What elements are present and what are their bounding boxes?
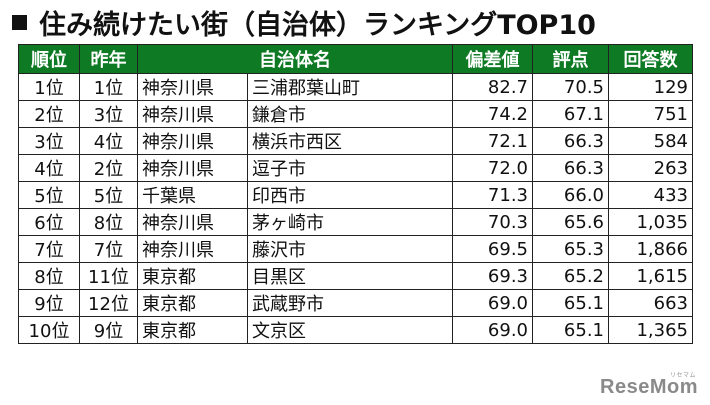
cell-rank: 5位: [18, 181, 80, 209]
cell-prefecture: 神奈川県: [137, 154, 248, 182]
cell-responses: 1,866: [608, 235, 693, 263]
cell-prefecture: 神奈川県: [137, 100, 248, 128]
cell-score: 66.0: [532, 181, 609, 209]
cell-prefecture: 神奈川県: [137, 127, 248, 155]
table-row: 8位 11位 東京都 目黒区 69.3 65.2 1,615: [18, 262, 693, 290]
table-row: 3位 4位 神奈川県 横浜市西区 72.1 66.3 584: [18, 127, 693, 155]
table-row: 2位 3位 神奈川県 鎌倉市 74.2 67.1 751: [18, 100, 693, 128]
cell-rank: 7位: [18, 235, 80, 263]
table-row: 6位 8位 神奈川県 茅ヶ崎市 70.3 65.6 1,035: [18, 208, 693, 236]
cell-rank: 10位: [18, 316, 80, 344]
cell-city: 藤沢市: [247, 235, 453, 263]
cell-score: 65.1: [532, 316, 609, 344]
cell-responses: 584: [608, 127, 693, 155]
cell-city: 文京区: [247, 316, 453, 344]
cell-city: 印西市: [247, 181, 453, 209]
cell-prev: 1位: [79, 73, 138, 101]
cell-responses: 1,035: [608, 208, 693, 236]
ranking-table: 順位 昨年 自治体名 偏差値 評点 回答数 1位 1位 神奈川県 三浦郡葉山町 82.7…: [18, 44, 693, 344]
cell-score: 65.2: [532, 262, 609, 290]
logo-text: ReseMom: [600, 376, 698, 398]
header-rank: 順位: [18, 44, 80, 74]
cell-city: 鎌倉市: [247, 100, 453, 128]
cell-score: 65.6: [532, 208, 609, 236]
cell-prefecture: 東京都: [137, 289, 248, 317]
cell-prev: 3位: [79, 100, 138, 128]
cell-deviation: 70.3: [452, 208, 533, 236]
cell-score: 65.3: [532, 235, 609, 263]
cell-rank: 6位: [18, 208, 80, 236]
cell-score: 70.5: [532, 73, 609, 101]
square-bullet-icon: [12, 14, 27, 30]
header-deviation: 偏差値: [452, 44, 533, 74]
header-municipality: 自治体名: [137, 44, 453, 74]
cell-responses: 1,615: [608, 262, 693, 290]
cell-city: 横浜市西区: [247, 127, 453, 155]
page-title: 住み続けたい街（自治体）ランキングTOP10: [12, 4, 596, 41]
cell-score: 66.3: [532, 154, 609, 182]
cell-prefecture: 神奈川県: [137, 73, 248, 101]
table-row: 1位 1位 神奈川県 三浦郡葉山町 82.7 70.5 129: [18, 73, 693, 101]
cell-prefecture: 東京都: [137, 316, 248, 344]
cell-responses: 1,365: [608, 316, 693, 344]
cell-city: 三浦郡葉山町: [247, 73, 453, 101]
cell-prefecture: 東京都: [137, 262, 248, 290]
cell-responses: 663: [608, 289, 693, 317]
table-header-row: 順位 昨年 自治体名 偏差値 評点 回答数: [18, 44, 693, 74]
cell-rank: 8位: [18, 262, 80, 290]
cell-rank: 1位: [18, 73, 80, 101]
cell-rank: 3位: [18, 127, 80, 155]
cell-responses: 263: [608, 154, 693, 182]
cell-deviation: 69.0: [452, 316, 533, 344]
cell-deviation: 82.7: [452, 73, 533, 101]
cell-prev: 11位: [79, 262, 138, 290]
cell-rank: 9位: [18, 289, 80, 317]
cell-score: 67.1: [532, 100, 609, 128]
cell-prefecture: 千葉県: [137, 181, 248, 209]
cell-deviation: 72.0: [452, 154, 533, 182]
cell-rank: 2位: [18, 100, 80, 128]
table-row: 10位 9位 東京都 文京区 69.0 65.1 1,365: [18, 316, 693, 344]
header-prev: 昨年: [79, 44, 138, 74]
header-score: 評点: [532, 44, 609, 74]
cell-score: 66.3: [532, 127, 609, 155]
cell-deviation: 74.2: [452, 100, 533, 128]
cell-prefecture: 神奈川県: [137, 208, 248, 236]
cell-prev: 9位: [79, 316, 138, 344]
cell-score: 65.1: [532, 289, 609, 317]
cell-rank: 4位: [18, 154, 80, 182]
cell-prev: 2位: [79, 154, 138, 182]
cell-deviation: 71.3: [452, 181, 533, 209]
cell-responses: 433: [608, 181, 693, 209]
cell-city: 武蔵野市: [247, 289, 453, 317]
cell-city: 目黒区: [247, 262, 453, 290]
table-row: 7位 7位 神奈川県 藤沢市 69.5 65.3 1,866: [18, 235, 693, 263]
cell-prev: 5位: [79, 181, 138, 209]
cell-deviation: 72.1: [452, 127, 533, 155]
cell-prev: 4位: [79, 127, 138, 155]
logo-subtext: リセマム: [669, 373, 696, 379]
cell-city: 逗子市: [247, 154, 453, 182]
header-responses: 回答数: [608, 44, 693, 74]
table-row: 5位 5位 千葉県 印西市 71.3 66.0 433: [18, 181, 693, 209]
cell-deviation: 69.0: [452, 289, 533, 317]
cell-responses: 751: [608, 100, 693, 128]
cell-prefecture: 神奈川県: [137, 235, 248, 263]
cell-city: 茅ヶ崎市: [247, 208, 453, 236]
page-title-text: 住み続けたい街（自治体）ランキングTOP10: [39, 9, 596, 41]
cell-deviation: 69.3: [452, 262, 533, 290]
table-row: 9位 12位 東京都 武蔵野市 69.0 65.1 663: [18, 289, 693, 317]
table-row: 4位 2位 神奈川県 逗子市 72.0 66.3 263: [18, 154, 693, 182]
cell-prev: 7位: [79, 235, 138, 263]
cell-prev: 12位: [79, 289, 138, 317]
resemom-logo: ReseMom リセマム: [600, 373, 698, 399]
cell-deviation: 69.5: [452, 235, 533, 263]
cell-responses: 129: [608, 73, 693, 101]
cell-prev: 8位: [79, 208, 138, 236]
